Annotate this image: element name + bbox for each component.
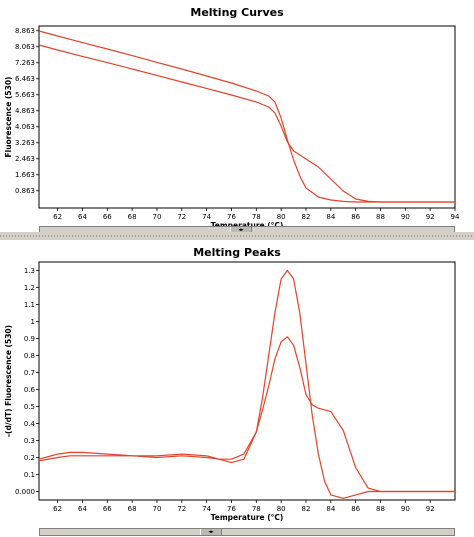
plot-area: [38, 25, 456, 209]
x-tick-label: 80: [277, 213, 286, 221]
x-tick-label: 74: [202, 213, 211, 221]
x-tick-label: 76: [227, 505, 236, 513]
y-tick-label: 0.1: [24, 471, 35, 479]
x-tick-label: 78: [252, 213, 261, 221]
melting-peaks-chart: 62 64 66 68 70 72 74 76 78 80 82 84 86 88 90 92 1.3 1.2 1.…: [4, 261, 456, 522]
x-tick-label: 82: [302, 213, 311, 221]
x-tick-label: 92: [426, 213, 435, 221]
y-tick-label: 4.863: [15, 107, 35, 115]
x-tick-label: 72: [177, 213, 186, 221]
x-tick-label: 86: [351, 213, 360, 221]
x-tick-label: 70: [153, 505, 162, 513]
series-line-1: [38, 269, 455, 499]
y-tick-label: 5.663: [15, 91, 35, 99]
x-axis-label: Temperature (°C): [211, 221, 284, 230]
y-tick-label: 0.863: [15, 187, 35, 195]
x-tick-label: 62: [53, 213, 62, 221]
y-tick-label: 3.263: [15, 139, 35, 147]
x-tick-label: 70: [153, 213, 162, 221]
y-axis-label: Fluorescence (530): [4, 77, 13, 158]
series-line-2: [38, 336, 455, 493]
y-tick-label: 0.3: [24, 437, 35, 445]
x-tick-label: 66: [103, 213, 112, 221]
y-tick-label: 0.4: [24, 420, 36, 428]
melting-curves-panel: Melting Curves 62 64 66 68 70 72 74 76 78 80 82 84 8…: [0, 0, 474, 234]
scroll-thumb[interactable]: ◂▸: [200, 529, 222, 535]
melting-curves-chart: 62 64 66 68 70 72 74 76 78 80 82 84 86 88 90 92 94 8.863 8…: [4, 25, 460, 230]
y-tick-label: 8.863: [15, 27, 35, 35]
y-tick-label: 0.000: [15, 488, 35, 496]
x-tick-label: 62: [53, 505, 62, 513]
x-tick-label: 88: [376, 213, 385, 221]
y-tick-label: 0.8: [24, 352, 35, 360]
x-tick-label: 88: [376, 505, 385, 513]
y-tick-label: 1: [31, 318, 35, 326]
x-tick-label: 80: [277, 505, 286, 513]
x-tick-label: 90: [401, 213, 410, 221]
y-tick-label: 0.9: [24, 335, 35, 343]
y-tick-label: 1.663: [15, 171, 35, 179]
y-tick-label: 6.463: [15, 75, 35, 83]
y-tick-label: 8.063: [15, 43, 35, 51]
x-tick-label: 84: [326, 213, 335, 221]
y-tick-label: 1.2: [24, 284, 35, 292]
y-tick-label: 0.5: [24, 403, 35, 411]
x-tick-label: 92: [426, 505, 435, 513]
x-tick-label: 90: [401, 505, 410, 513]
chart-title: Melting Peaks: [193, 246, 281, 259]
x-tick-label: 84: [326, 505, 335, 513]
y-tick-label: 2.463: [15, 155, 35, 163]
x-tick-label: 94: [451, 213, 460, 221]
x-tick-label: 82: [302, 505, 311, 513]
chart-title: Melting Curves: [190, 6, 284, 19]
scroll-thumb[interactable]: ◂▸: [230, 227, 252, 233]
y-tick-label: 7.263: [15, 59, 35, 67]
y-tick-label: 1.3: [24, 267, 35, 275]
x-tick-label: 64: [78, 505, 87, 513]
x-tick-label: 68: [128, 213, 137, 221]
y-tick-label: 1.1: [24, 301, 35, 309]
x-tick-label: 78: [252, 505, 261, 513]
y-axis-label: -(d/dT) Fluorescence (530): [4, 325, 13, 437]
y-tick-label: 0.7: [24, 369, 35, 377]
horizontal-scrollbar[interactable]: ◂▸: [39, 528, 455, 536]
plot-area: [38, 261, 456, 501]
y-tick-label: 4.063: [15, 123, 35, 131]
melting-peaks-panel: Melting Peaks 62 64 66 68 70 72 74 76 78 80 82 84 86…: [0, 240, 474, 537]
panel-splitter[interactable]: [0, 232, 474, 240]
y-tick-label: 0.2: [24, 454, 35, 462]
x-tick-label: 68: [128, 505, 137, 513]
x-tick-label: 64: [78, 213, 87, 221]
x-tick-label: 66: [103, 505, 112, 513]
x-axis-label: Temperature (°C): [211, 513, 284, 522]
x-tick-label: 72: [177, 505, 186, 513]
series-line-2: [38, 44, 455, 203]
x-tick-label: 76: [227, 213, 236, 221]
series-line-1: [38, 30, 455, 203]
x-tick-label: 74: [202, 505, 211, 513]
y-tick-label: 0.6: [24, 386, 36, 394]
x-tick-label: 86: [351, 505, 360, 513]
